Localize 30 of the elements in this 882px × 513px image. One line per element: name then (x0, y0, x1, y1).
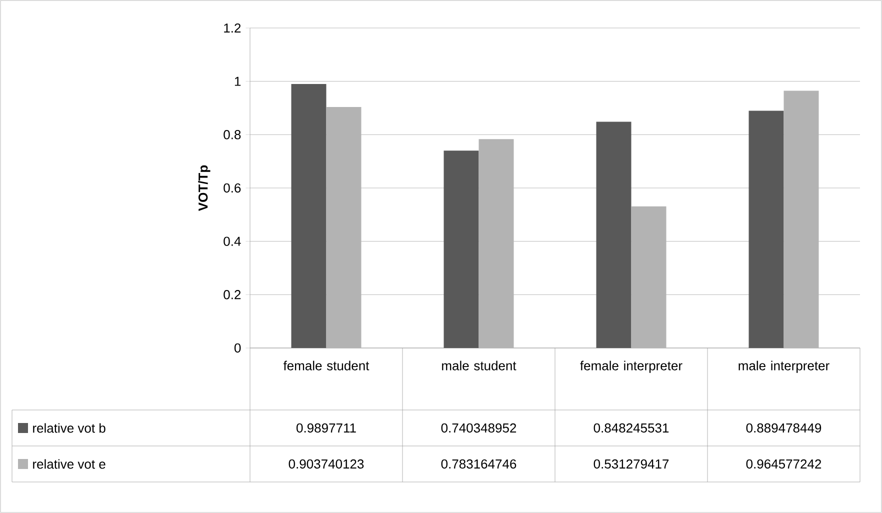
y-tick-label: 0.6 (224, 183, 241, 193)
data-label: 0.783164746 (441, 459, 516, 469)
bar (748, 110, 784, 348)
data-label: 0.9897711 (296, 423, 356, 433)
data-label: 0.531279417 (594, 459, 669, 469)
legend-label: relative vot b (33, 423, 106, 433)
data-label: 0.740348952 (441, 423, 516, 433)
data-label: 0.903740123 (288, 459, 364, 469)
bar (326, 106, 362, 348)
bar (596, 122, 632, 348)
bar (444, 150, 479, 348)
data-label: 0.889478449 (746, 423, 822, 433)
bar (784, 90, 819, 348)
y-tick-label: 1.2 (224, 23, 241, 33)
y-axis-title: VOT/Tp (198, 165, 210, 212)
legend-label: relative vot e (33, 459, 106, 469)
bar (291, 84, 326, 348)
y-tick-label: 0 (234, 343, 241, 353)
x-tick-label: female interpreter (580, 360, 682, 373)
x-tick-label: male student (442, 360, 516, 370)
data-label: 0.848245531 (594, 423, 669, 433)
y-tick-label: 0.2 (224, 290, 241, 300)
y-tick-label: 1 (234, 76, 241, 86)
x-tick-label: male interpreter (738, 360, 830, 373)
y-tick-label: 0.8 (224, 130, 241, 140)
x-tick-label: female student (283, 360, 370, 370)
y-tick-label: 0.4 (224, 236, 241, 246)
bar (631, 206, 666, 348)
data-label: 0.964577242 (746, 459, 822, 469)
bar (478, 139, 514, 348)
